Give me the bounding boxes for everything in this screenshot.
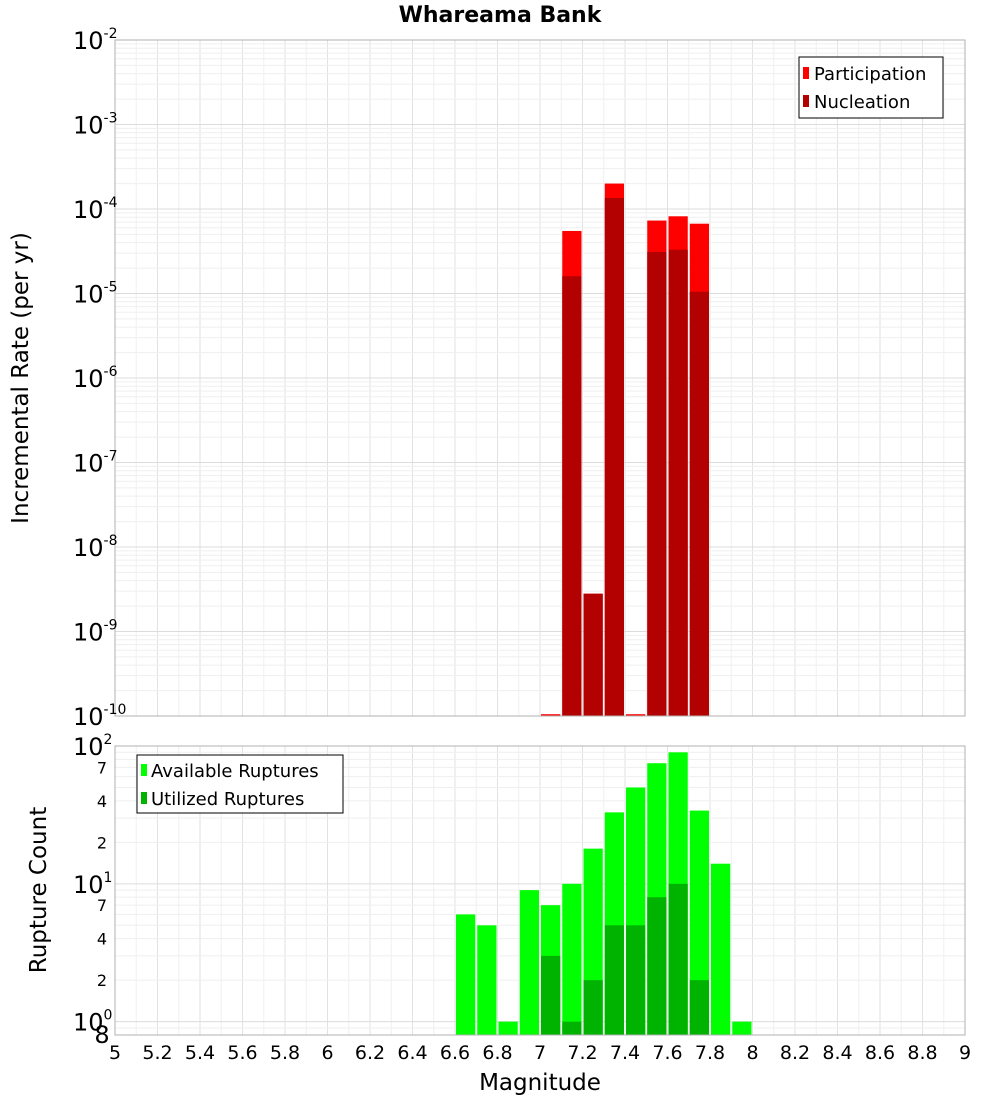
nucleation-bar (647, 251, 667, 717)
top-y-tick-label: 10-2 (73, 26, 118, 55)
top-y-tick-label: 10-8 (73, 533, 118, 562)
legend-swatch-available (141, 764, 147, 776)
bottom-y-minor-label: 4 (97, 930, 107, 949)
x-tick-label: 6.6 (440, 1042, 470, 1064)
available-ruptures-bar (477, 925, 497, 1035)
utilized-ruptures-bar (689, 980, 709, 1035)
x-tick-label: 7.2 (567, 1042, 597, 1064)
top-y-tick-label: 10-6 (73, 364, 118, 393)
x-tick-label: 6.8 (482, 1042, 512, 1064)
bottom-y-minor-label: 4 (97, 792, 107, 811)
available-ruptures-bar (711, 863, 731, 1035)
x-tick-label: 5.8 (270, 1042, 300, 1064)
bottom-y-tick-label: 102 (73, 732, 112, 761)
bottom-y-minor-label: 8 (94, 1021, 109, 1049)
chart-title: Whareama Bank (399, 3, 603, 28)
utilized-ruptures-bar (541, 955, 561, 1035)
legend-label-utilized: Utilized Ruptures (151, 789, 304, 810)
top-y-tick-label: 10-5 (73, 280, 118, 309)
top-y-tick-label: 10-9 (73, 618, 118, 647)
utilized-ruptures-bar (647, 897, 667, 1035)
legend-label-participation: Participation (814, 64, 926, 85)
x-tick-label: 8.4 (822, 1042, 852, 1064)
bottom-legend-box (136, 754, 344, 814)
x-tick-label: 6.4 (397, 1042, 427, 1064)
x-tick-labels: 5 5.2 5.4 5.6 5.8 6 6.2 6.4 6.6 6.8 7 7.2 7.4 7.6 7.8 8… (109, 1042, 971, 1064)
x-tick-label: 9 (959, 1042, 971, 1064)
top-y-axis-title: Incremental Rate (per yr) (8, 232, 34, 524)
x-tick-label: 7 (534, 1042, 546, 1064)
bottom-y-tick-labels: 102 101 100 7 4 2 7 4 2 8 (73, 732, 112, 1049)
participation-bar (626, 714, 646, 716)
bottom-y-tick-label: 100 (73, 1008, 112, 1037)
bottom-legend: Available Ruptures Utilized Ruptures (136, 754, 344, 814)
bottom-plot-border (114, 745, 966, 1036)
top-y-tick-label: 10-7 (73, 449, 118, 478)
available-ruptures-bar (456, 914, 476, 1035)
utilized-ruptures-bar (668, 883, 688, 1035)
x-tick-label: 6.2 (355, 1042, 385, 1064)
top-y-tick-label: 10-4 (73, 195, 118, 224)
top-bars (541, 183, 709, 717)
top-plot-border (114, 39, 966, 717)
utilized-ruptures-bar (562, 1021, 582, 1035)
bottom-y-minor-label: 2 (97, 971, 107, 990)
participation-bar (541, 714, 561, 716)
top-grid (114, 40, 966, 717)
available-ruptures-bar (519, 890, 539, 1035)
bottom-bars (456, 752, 752, 1035)
available-ruptures-bar (498, 1021, 518, 1035)
nucleation-bar (562, 276, 582, 716)
available-ruptures-bar (689, 810, 709, 1035)
nucleation-bar (604, 197, 624, 716)
top-legend-box (798, 56, 944, 119)
nucleation-bar (668, 249, 688, 716)
x-tick-label: 7.4 (610, 1042, 640, 1064)
utilized-ruptures-bar (604, 925, 624, 1035)
x-tick-label: 5.2 (142, 1042, 172, 1064)
x-tick-label: 7.6 (652, 1042, 682, 1064)
available-ruptures-bar (732, 1021, 752, 1035)
legend-swatch-participation (803, 67, 809, 79)
bottom-y-minor-label: 7 (97, 896, 107, 915)
x-tick-label: 8.8 (907, 1042, 937, 1064)
top-y-tick-labels: 10-2 10-3 10-4 10-5 10-6 10-7 10-8 10-9 10-10 (73, 26, 126, 731)
x-tick-label: 8.2 (780, 1042, 810, 1064)
x-tick-label: 5.6 (227, 1042, 257, 1064)
x-axis-title: Magnitude (479, 1070, 601, 1096)
x-tick-label: 7.8 (695, 1042, 725, 1064)
legend-swatch-utilized (141, 792, 147, 804)
x-tick-label: 8.6 (865, 1042, 895, 1064)
top-legend: Participation Nucleation (798, 56, 944, 119)
x-tick-label: 6 (321, 1042, 333, 1064)
bottom-y-tick-label: 101 (73, 870, 112, 899)
utilized-ruptures-bar (583, 980, 603, 1035)
legend-label-nucleation: Nucleation (814, 92, 910, 113)
bottom-y-axis-title: Rupture Count (26, 807, 52, 973)
top-y-tick-label: 10-3 (73, 111, 118, 140)
x-tick-label: 8 (746, 1042, 758, 1064)
x-tick-label: 5.4 (185, 1042, 215, 1064)
utilized-ruptures-bar (626, 925, 646, 1035)
legend-swatch-nucleation (803, 95, 809, 107)
legend-label-available: Available Ruptures (151, 761, 319, 782)
top-y-tick-label: 10-10 (73, 702, 126, 731)
bottom-y-minor-label: 7 (97, 758, 107, 777)
nucleation-bar (689, 291, 709, 716)
bottom-y-minor-label: 2 (97, 833, 107, 852)
x-tick-label: 5 (109, 1042, 121, 1064)
available-ruptures-bar (562, 883, 582, 1035)
nucleation-bar (583, 593, 603, 716)
